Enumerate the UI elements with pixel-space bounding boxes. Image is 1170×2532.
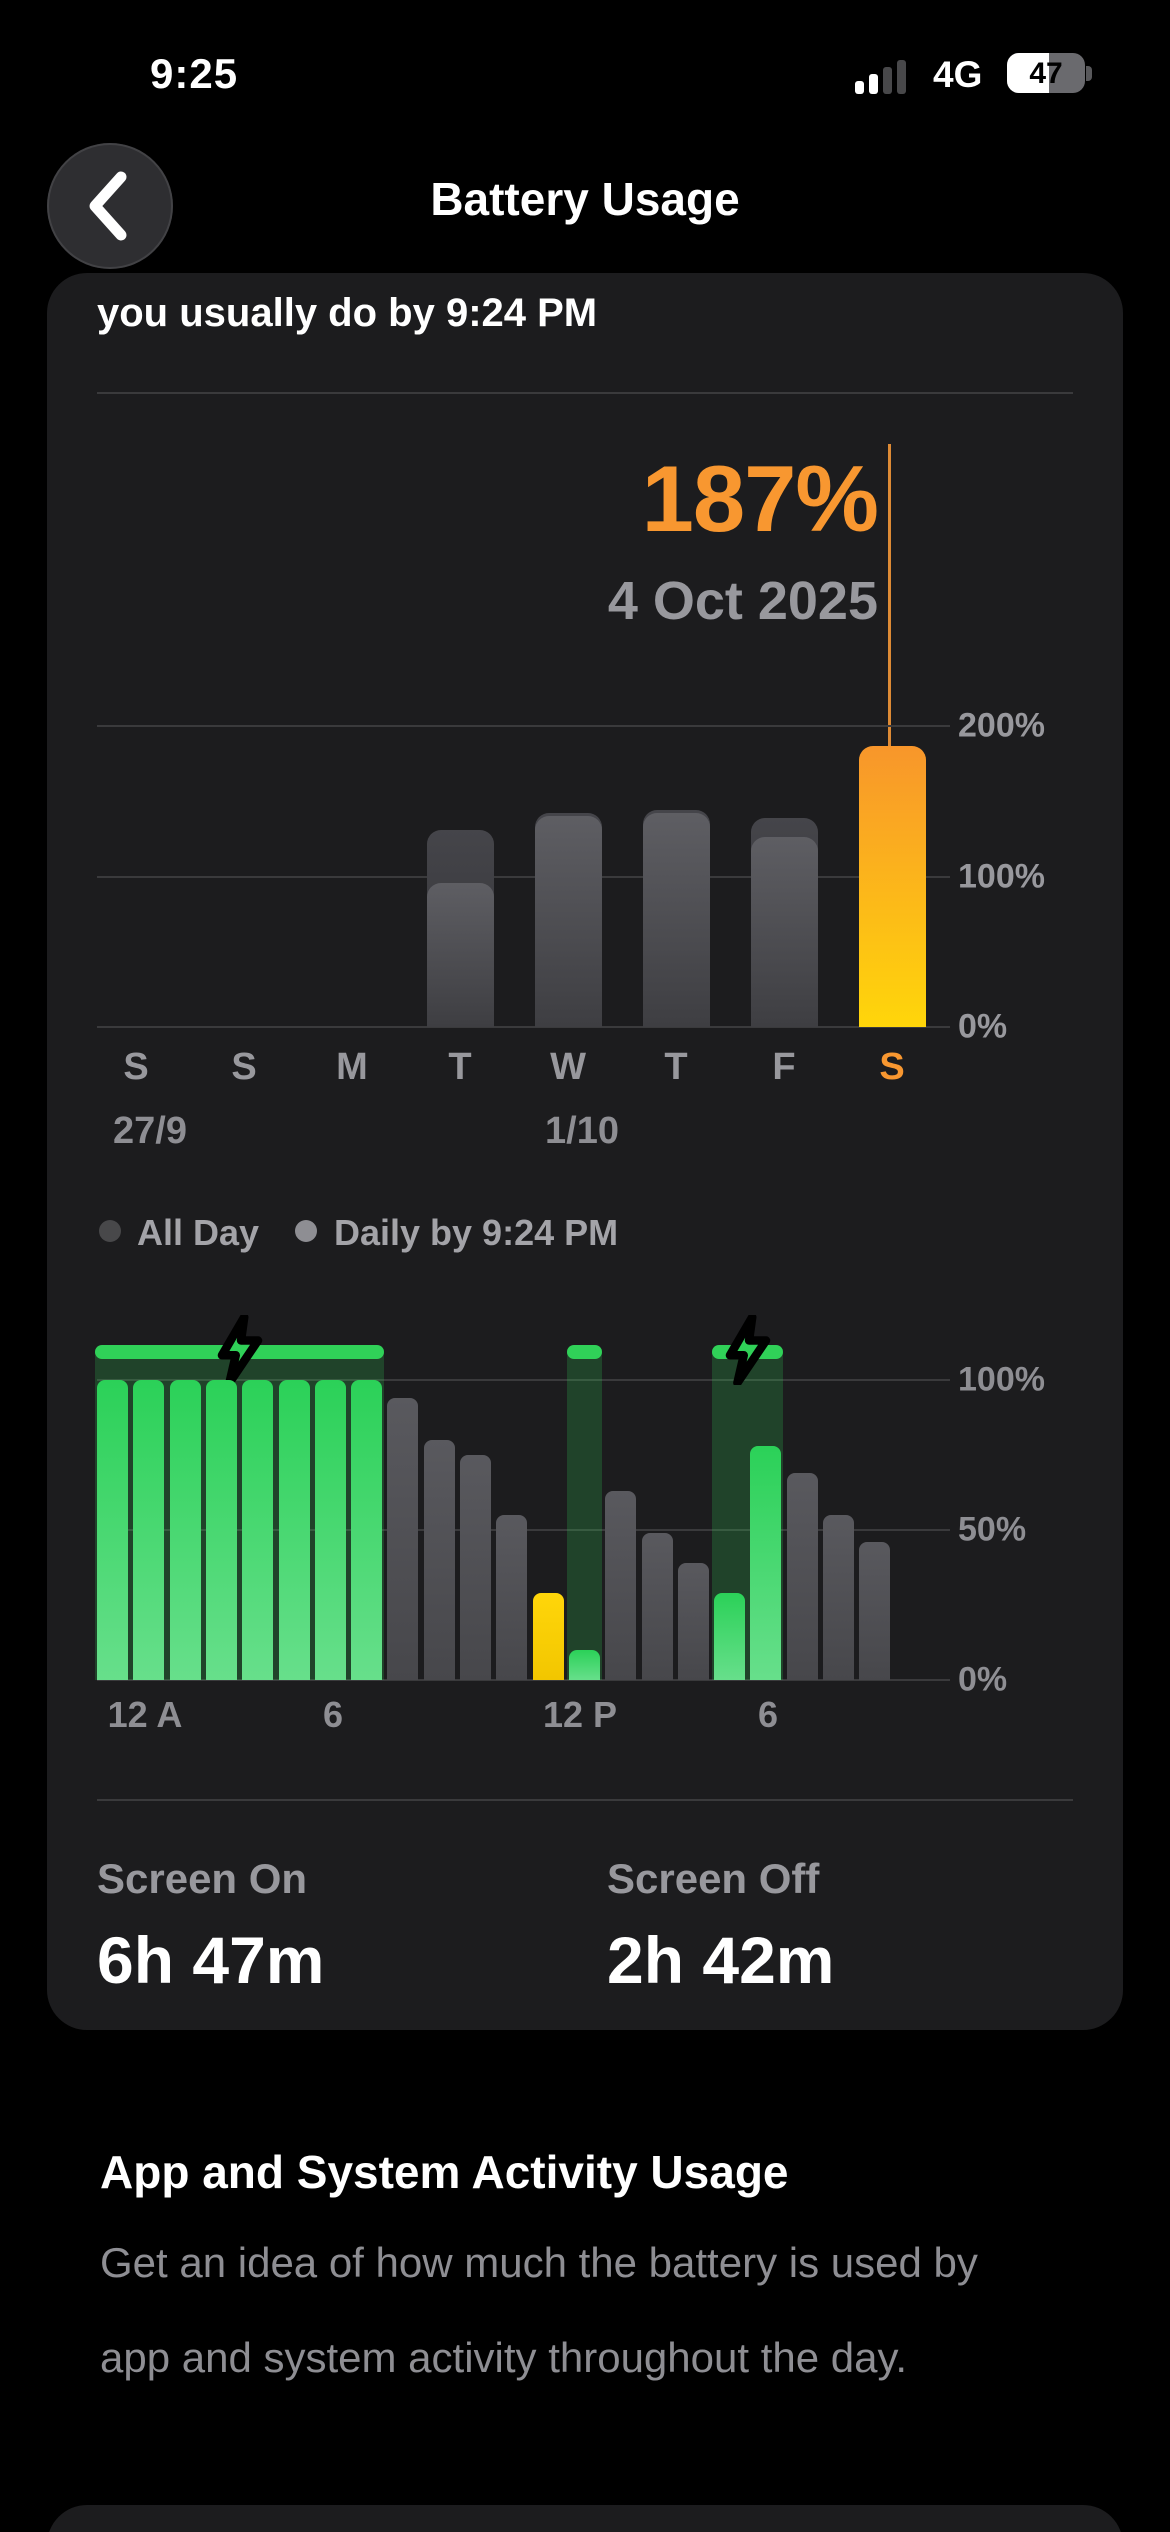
all-day-legend-label: All Day (137, 1212, 260, 1253)
hourly-level-bar[interactable] (605, 1491, 637, 1680)
hourly-level-bar[interactable] (169, 1380, 201, 1680)
hourly-level-bar[interactable] (278, 1380, 310, 1680)
back-button[interactable] (47, 143, 173, 269)
weekly-day-label: T (664, 1046, 688, 1088)
hourly-level-bar[interactable] (750, 1446, 782, 1680)
hourly-level-bar[interactable] (97, 1380, 128, 1680)
hourly-level-bar[interactable] (496, 1515, 528, 1680)
weekly-day-label: F (772, 1046, 796, 1088)
hourly-level-bar[interactable] (786, 1473, 818, 1680)
y-tick-label: 200% (958, 706, 1045, 745)
section-description: Get an idea of how much the battery is u… (100, 2239, 978, 2381)
hourly-level-bar[interactable] (133, 1380, 165, 1680)
weekly-bar-daily[interactable] (750, 837, 818, 1027)
signal-strength-icon (855, 58, 915, 94)
hourly-level-bar[interactable] (677, 1563, 709, 1680)
charging-bolt-icon (216, 1312, 264, 1388)
section-heading: App and System Activity Usage (100, 2146, 789, 2198)
weekly-usage-chart[interactable] (97, 725, 950, 1028)
y-tick-label: 100% (958, 1360, 1045, 1399)
hourly-level-bar[interactable] (242, 1380, 274, 1680)
gridline (97, 875, 950, 878)
daily-legend-dot (295, 1220, 317, 1242)
all-day-legend-dot (99, 1220, 121, 1242)
selection-indicator-line (888, 444, 891, 748)
hourly-time-label: 12 P (542, 1694, 618, 1735)
weekly-day-label: S (231, 1046, 257, 1088)
screen-off-value: 2h 42m (607, 1923, 835, 1997)
hourly-level-bar[interactable] (641, 1533, 673, 1680)
gridline (97, 725, 950, 727)
weekly-date-label: 1/10 (545, 1110, 619, 1152)
weekly-bar-today[interactable] (858, 745, 926, 1027)
weekly-date-label: 27/9 (113, 1110, 187, 1152)
charging-period-overlay (566, 1352, 602, 1680)
usage-subtitle-fragment: you usually do by 9:24 PM (97, 291, 598, 335)
hourly-level-bar[interactable] (387, 1398, 419, 1680)
page-title: Battery Usage (430, 173, 740, 225)
weekly-day-label: M (336, 1046, 368, 1088)
gridline (97, 1379, 950, 1381)
weekly-day-label: S (123, 1046, 149, 1088)
screen-off-label: Screen Off (607, 1855, 820, 1902)
hourly-level-bar[interactable] (823, 1515, 854, 1680)
hourly-level-bar[interactable] (532, 1593, 564, 1680)
y-tick-label: 0% (958, 1660, 1008, 1699)
network-type-label: 4G (933, 54, 983, 95)
charging-cap-bar (566, 1345, 602, 1359)
hourly-level-bar[interactable] (714, 1593, 746, 1680)
battery-usage-card (47, 273, 1123, 2030)
divider (97, 1799, 1073, 1801)
selected-day-date: 4 Oct 2025 (607, 571, 878, 631)
selected-day-value: 187% (641, 446, 879, 551)
charging-bolt-icon (724, 1312, 772, 1388)
hourly-level-bar[interactable] (205, 1380, 237, 1680)
weekly-bar-daily[interactable] (426, 882, 494, 1027)
hourly-level-bar[interactable] (460, 1455, 491, 1680)
hourly-level-bar[interactable] (351, 1380, 383, 1680)
status-bar: 9:25 4G 47 (0, 0, 1170, 120)
screen-on-value: 6h 47m (97, 1923, 325, 1997)
hourly-battery-level-chart[interactable] (95, 1312, 950, 1681)
nav-header: Battery Usage (0, 140, 1170, 275)
hourly-level-bar[interactable] (423, 1440, 455, 1680)
hourly-time-label: 6 (757, 1694, 779, 1735)
y-tick-label: 50% (958, 1510, 1027, 1549)
battery-percent-text: 47 (1029, 57, 1063, 90)
y-tick-label: 100% (958, 857, 1045, 895)
weekly-day-label: T (448, 1046, 472, 1088)
weekly-day-label: S (879, 1046, 905, 1088)
gridline (97, 1679, 950, 1681)
chevron-left-icon (89, 171, 127, 241)
weekly-bar-daily[interactable] (534, 816, 602, 1027)
divider (97, 392, 1073, 394)
hourly-time-label: 6 (322, 1694, 344, 1735)
screen-on-label: Screen On (97, 1855, 308, 1902)
weekly-day-label: W (550, 1046, 586, 1088)
battery-fill (1007, 53, 1049, 93)
hourly-level-bar[interactable] (568, 1650, 600, 1680)
y-tick-label: 0% (958, 1007, 1008, 1046)
status-time: 9:25 (150, 50, 239, 97)
hourly-time-label: 12 A (107, 1694, 183, 1735)
gridline (97, 1026, 950, 1028)
next-card-partial[interactable] (47, 2505, 1123, 2532)
hourly-level-bar[interactable] (859, 1542, 891, 1680)
daily-legend-label: Daily by 9:24 PM (334, 1212, 619, 1253)
hourly-level-bar[interactable] (314, 1380, 346, 1680)
weekly-bar-daily[interactable] (642, 813, 710, 1027)
